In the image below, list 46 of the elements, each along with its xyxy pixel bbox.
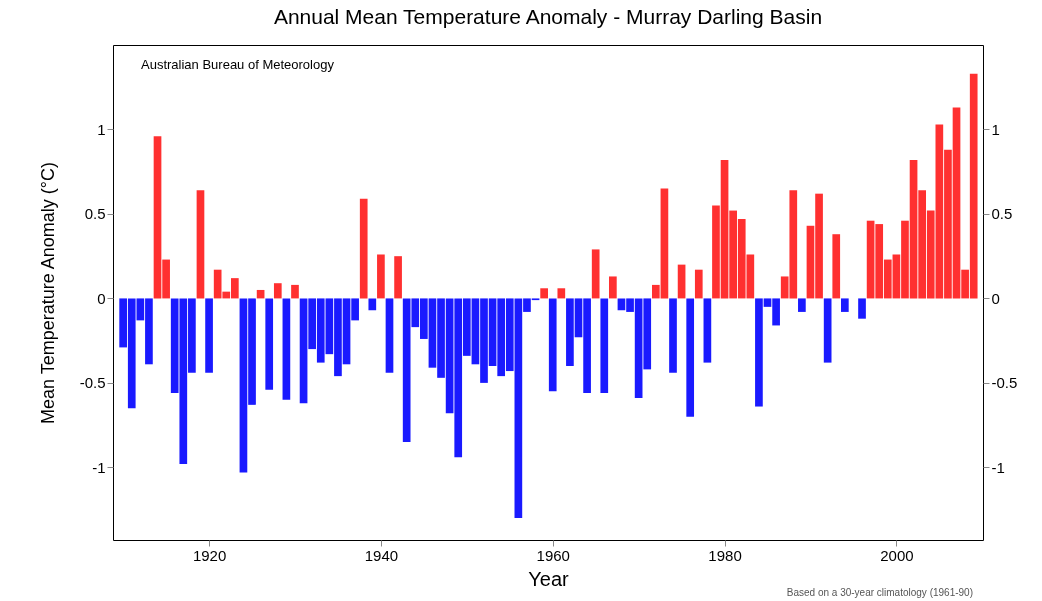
bar: [359, 198, 368, 299]
y-tick-label: -0.5: [79, 374, 106, 392]
x-tick-label: 1920: [192, 546, 227, 564]
bar: [205, 298, 213, 373]
bar: [798, 298, 806, 312]
bar: [686, 298, 695, 417]
x-axis-title: Year: [528, 567, 570, 590]
x-tick-label: 1940: [364, 546, 399, 564]
bar: [394, 256, 402, 299]
bar: [591, 249, 600, 299]
bar: [548, 298, 557, 392]
bar: [385, 298, 394, 373]
bar: [832, 234, 841, 299]
bar: [196, 190, 205, 299]
y2-tick-label: -0.5: [991, 374, 1018, 392]
bar: [557, 288, 566, 299]
y-tick-label: -1: [92, 458, 106, 476]
bar: [265, 298, 274, 390]
bar: [694, 269, 703, 299]
bar: [273, 283, 282, 299]
y2-tick-label: 0.5: [991, 205, 1013, 223]
y2-tick-label: 1: [991, 120, 1000, 138]
bar: [540, 288, 548, 299]
x-tick-label: 1960: [536, 546, 570, 564]
chart-title: Annual Mean Temperature Anomaly - Murray Darling Basin: [273, 5, 823, 29]
y2-tick-label: -1: [991, 458, 1005, 476]
bar: [823, 298, 832, 363]
bar: [291, 284, 299, 299]
bar: [669, 298, 677, 373]
bar: [282, 298, 291, 400]
bar: [609, 276, 617, 299]
text: Based on a 30-year climatology (1961-90): [786, 587, 973, 598]
x-tick-label: 2000: [880, 546, 914, 564]
bar: [600, 298, 609, 394]
bar: [377, 254, 385, 299]
y-axis-title: Mean Temperature Anomaly (°C): [37, 162, 58, 424]
bar: [368, 298, 377, 311]
annotation: Australian Bureau of Meteorology: [141, 57, 335, 72]
x-tick-label: 1980: [708, 546, 742, 564]
y-tick-label: 0.5: [84, 205, 106, 223]
y-tick-label: 1: [97, 120, 106, 138]
bar: [858, 298, 866, 319]
bar: [703, 298, 712, 363]
y2-tick-label: 0: [991, 289, 1000, 307]
y-tick-label: 0: [97, 289, 106, 307]
bar: [840, 298, 849, 312]
